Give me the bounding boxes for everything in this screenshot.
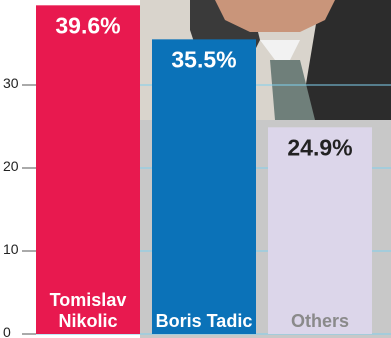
collar [260, 40, 300, 60]
category-label: Boris Tadic [155, 311, 253, 331]
value-label: 24.9% [287, 134, 352, 160]
y-tick-label: 0 [3, 324, 11, 338]
y-tick-label: 10 [3, 241, 19, 257]
bar [152, 39, 256, 334]
y-tick-label: 20 [3, 158, 19, 174]
category-label: Others [290, 311, 350, 331]
value-label: 39.6% [55, 12, 120, 38]
suit-right [300, 0, 391, 120]
bar [36, 5, 140, 334]
bar [268, 127, 372, 334]
y-tick-label: 30 [3, 75, 19, 91]
tie [270, 60, 315, 120]
category-label: Tomislav Nikolic [49, 290, 127, 331]
value-label: 35.5% [171, 46, 236, 72]
face [215, 0, 335, 32]
